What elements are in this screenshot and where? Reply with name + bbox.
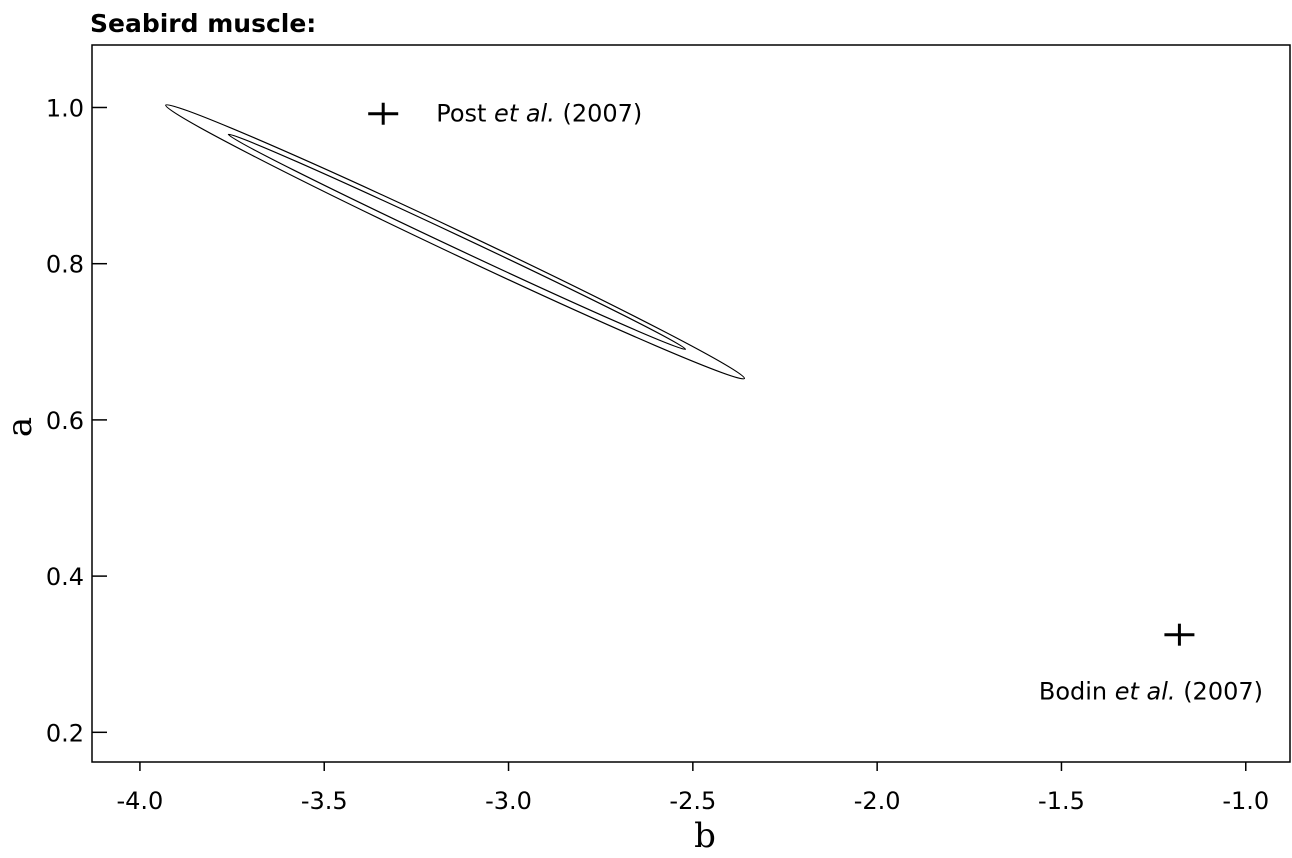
y-tick-label: 0.2 [46,719,84,747]
y-axis: 0.2 0.4 0.6 0.8 1.0 [46,94,107,747]
x-tick-label: -4.0 [117,787,164,815]
x-tick-label: -2.5 [669,787,716,815]
contour-outer [165,104,746,380]
contour-inner [227,133,687,350]
x-axis-label: b [694,816,716,856]
y-tick-label: 0.6 [46,407,84,435]
point-label: Post et al. (2007) [436,100,642,128]
chart-title: Seabird muscle: [90,9,316,38]
x-tick-label: -1.0 [1222,787,1269,815]
y-tick-label: 0.4 [46,563,84,591]
confidence-contours [165,104,746,380]
x-tick-label: -3.5 [301,787,348,815]
x-axis: -4.0 -3.5 -3.0 -2.5 -2.0 -1.5 -1.0 [117,762,1269,815]
reference-points: Post et al. (2007) Bodin et al. (2007) [368,100,1263,706]
x-tick-label: -3.0 [485,787,532,815]
point-label: Bodin et al. (2007) [1039,678,1263,706]
x-tick-label: -1.5 [1038,787,1085,815]
plot-frame [91,44,1291,763]
y-tick-label: 0.8 [46,251,84,279]
reference-point: Bodin et al. (2007) [1039,623,1263,706]
y-tick-label: 1.0 [46,94,84,122]
x-tick-label: -2.0 [854,787,901,815]
y-axis-label: a [0,417,40,437]
reference-point: Post et al. (2007) [368,100,642,128]
